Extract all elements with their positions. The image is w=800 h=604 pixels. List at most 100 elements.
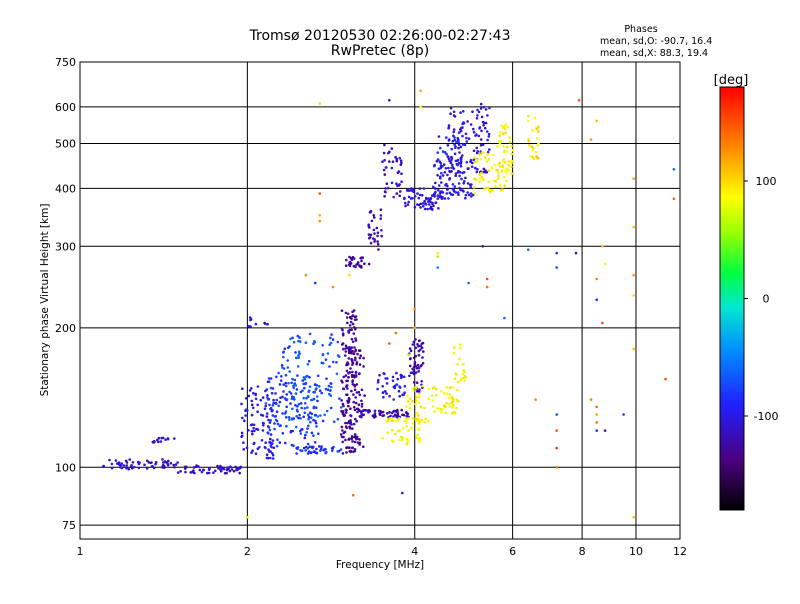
data-point [451, 183, 455, 186]
data-point [125, 464, 129, 467]
data-point [447, 157, 451, 160]
data-point [469, 192, 473, 195]
data-point [410, 426, 413, 430]
data-point [398, 385, 401, 388]
x-tick-label: 6 [509, 545, 516, 558]
phases-heading: Phases [624, 24, 657, 35]
data-point [268, 403, 271, 407]
data-point [271, 387, 275, 390]
data-point [299, 432, 303, 435]
data-point [329, 385, 333, 389]
data-point [470, 183, 473, 186]
data-point [459, 160, 463, 164]
data-point [272, 398, 275, 402]
data-point [527, 144, 531, 147]
data-point [456, 158, 460, 162]
data-point [307, 359, 311, 363]
data-point [464, 193, 468, 197]
data-point [267, 418, 270, 422]
data-point [535, 156, 539, 159]
data-point [300, 428, 303, 431]
data-point [498, 161, 502, 165]
data-point [373, 232, 376, 235]
data-point [478, 127, 481, 130]
data-point [250, 403, 254, 407]
data-point [267, 380, 271, 384]
data-point [248, 316, 252, 319]
data-point [273, 422, 276, 425]
data-point [487, 169, 491, 172]
data-point [352, 257, 356, 260]
data-point [456, 191, 460, 194]
data-point [345, 393, 348, 397]
data-point [266, 431, 270, 435]
data-point [405, 425, 408, 428]
data-point [510, 161, 513, 165]
data-point [263, 322, 267, 325]
data-point [284, 410, 288, 413]
data-point [385, 182, 389, 185]
data-point [379, 208, 383, 211]
data-point [502, 144, 505, 148]
data-point [452, 114, 456, 117]
data-point [443, 171, 447, 174]
data-point [223, 471, 227, 475]
data-point [256, 385, 260, 388]
data-point [417, 392, 421, 396]
data-point [477, 134, 481, 138]
data-point [373, 414, 377, 417]
data-point [176, 471, 180, 474]
data-point [326, 388, 330, 392]
data-point [353, 318, 357, 322]
data-point [327, 384, 331, 388]
data-point [507, 160, 511, 163]
data-point [406, 400, 410, 403]
data-point [480, 171, 483, 175]
data-point [485, 277, 489, 281]
data-point [221, 466, 224, 469]
data-point [321, 419, 325, 423]
grid [79, 61, 681, 539]
data-point [433, 163, 436, 167]
data-point [475, 158, 479, 161]
data-point [297, 356, 301, 360]
data-point [295, 452, 298, 455]
data-point [412, 381, 416, 384]
data-point [445, 152, 448, 156]
data-point [197, 465, 200, 468]
data-point [632, 225, 635, 229]
data-point [270, 409, 274, 413]
data-point [424, 417, 428, 421]
data-point [446, 187, 450, 191]
data-point [307, 450, 311, 453]
data-point [394, 331, 398, 335]
data-point [387, 151, 390, 155]
data-point [501, 132, 505, 135]
data-point [238, 466, 242, 470]
data-point [306, 362, 310, 366]
data-point [534, 150, 538, 154]
data-point [269, 450, 272, 453]
data-point [301, 379, 305, 382]
data-point [344, 264, 348, 268]
data-point [452, 130, 456, 134]
data-point [465, 140, 469, 143]
data-point [347, 404, 350, 408]
data-point [497, 174, 500, 178]
data-point [279, 379, 283, 383]
data-point [285, 405, 289, 409]
data-point [353, 433, 357, 436]
data-point [309, 416, 313, 420]
data-point [214, 469, 217, 473]
data-point [269, 386, 273, 390]
data-point [462, 376, 465, 380]
data-point [411, 343, 415, 346]
data-point [440, 171, 443, 175]
data-point [501, 164, 505, 168]
data-point [289, 337, 292, 341]
data-point [276, 422, 280, 426]
data-point [498, 130, 502, 134]
data-point [143, 463, 146, 467]
data-point [242, 448, 245, 451]
data-point [293, 398, 296, 401]
